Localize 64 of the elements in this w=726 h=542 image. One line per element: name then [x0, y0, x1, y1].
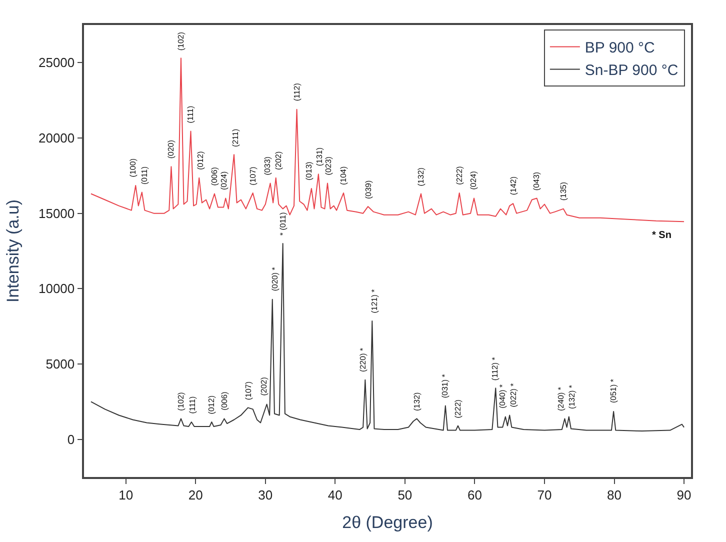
- x-tick-label: 70: [537, 487, 552, 502]
- annotation: (022) *: [508, 383, 518, 408]
- annotation: (220) *: [358, 348, 368, 372]
- x-tick-label: 10: [118, 487, 134, 502]
- annotation: (222): [454, 399, 463, 418]
- x-tick-label: 60: [467, 487, 482, 502]
- annotation: (012): [196, 150, 206, 170]
- annotation: (012): [207, 395, 216, 414]
- annotation: (211): [230, 128, 240, 147]
- annotation: (132): [416, 167, 426, 186]
- annotation: (033): [262, 156, 272, 176]
- annotation: (023): [324, 156, 333, 176]
- annotation: (131): [314, 147, 324, 166]
- annotation: (013): [304, 161, 314, 180]
- x-tick-label: 50: [398, 487, 412, 502]
- annotation: (039): [364, 180, 373, 200]
- annotation: (043): [532, 172, 542, 191]
- annotation: (040) *: [498, 384, 507, 408]
- annotation: * Sn: [652, 230, 672, 241]
- x-tick-label: 80: [607, 487, 622, 502]
- x-tick-label: 90: [676, 487, 692, 502]
- annotation: (107): [248, 166, 258, 186]
- annotation: (132): [412, 392, 422, 411]
- annotation: (132) *: [568, 385, 577, 410]
- y-tick-label: 0: [67, 432, 75, 447]
- x-tick-label: 30: [258, 487, 273, 502]
- annotation: (107): [244, 381, 253, 400]
- annotation: (111): [186, 105, 195, 124]
- annotation: (102): [176, 392, 186, 411]
- annotation: (104): [339, 166, 348, 186]
- x-tick-label: 20: [188, 487, 203, 502]
- y-tick-label: 20000: [38, 130, 75, 146]
- annotation: (006): [220, 391, 230, 410]
- legend-label: Sn-BP 900 °C: [584, 62, 678, 80]
- y-tick-label: 5000: [46, 356, 75, 372]
- annotation: (011): [140, 166, 150, 185]
- annotation: (031) *: [440, 374, 450, 398]
- y-tick-label: 25000: [38, 55, 75, 70]
- annotation: (142): [509, 176, 518, 196]
- annotation: (102): [176, 32, 186, 51]
- annotation: (051) *: [609, 379, 618, 404]
- y-tick-label: 10000: [38, 281, 75, 296]
- annotation: * (011): [278, 212, 288, 236]
- annotation: (202): [274, 151, 284, 170]
- annotation: (202): [259, 376, 268, 396]
- y-axis-title: Intensity (a.u): [4, 200, 23, 302]
- x-tick-label: 40: [328, 487, 342, 502]
- annotation: (006): [210, 166, 220, 186]
- annotation: (020): [166, 140, 176, 159]
- annotation: (024): [220, 171, 228, 190]
- annotation: (121) *: [370, 289, 380, 314]
- annotation: (112) *: [490, 357, 500, 381]
- annotation: (240) *: [556, 386, 566, 411]
- line-series: [90, 242, 685, 432]
- annotation: (100): [128, 158, 138, 178]
- annotation: (135): [559, 182, 568, 201]
- annotation: (112): [292, 82, 302, 102]
- legend-label: BP 900 °C: [584, 40, 656, 57]
- y-tick-label: 15000: [38, 206, 75, 221]
- annotation: (111): [188, 396, 197, 414]
- x-axis-title: 2θ (Degree): [342, 513, 433, 532]
- annotation: (020) *: [270, 267, 280, 292]
- annotation: (222): [454, 166, 464, 185]
- annotation: (024): [469, 170, 478, 190]
